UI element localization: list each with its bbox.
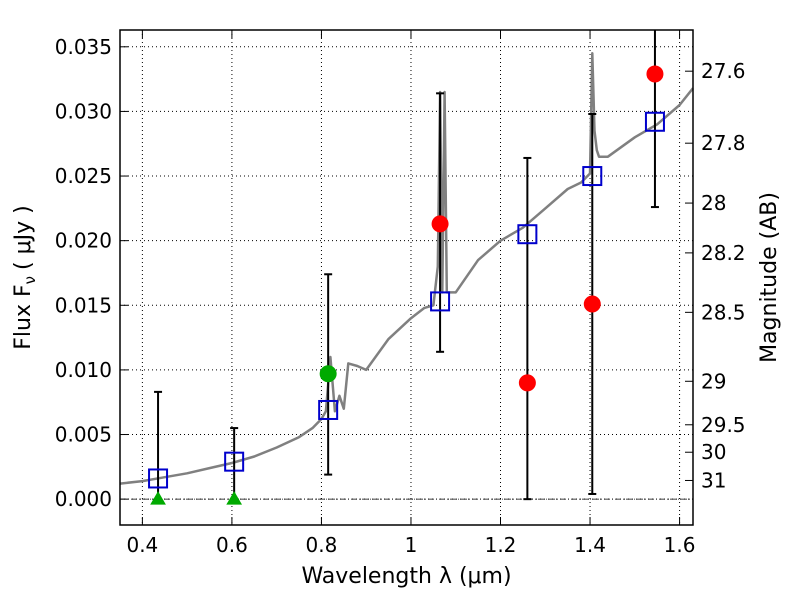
y-tick-label: 0.010: [55, 358, 112, 382]
triangle-marker: [150, 491, 166, 505]
y-axis-label-unit: ( μJy ): [11, 205, 36, 270]
x-tick-label: 0.4: [126, 533, 158, 557]
y-tick-label: 0.020: [55, 229, 112, 253]
y-tick-label: 0.000: [55, 487, 112, 511]
x-axis-label: Wavelength λ (μm): [301, 564, 511, 589]
model-spectrum-line: [119, 52, 694, 485]
square-marker: [430, 291, 451, 312]
y2-tick-label: 29: [701, 369, 726, 393]
y-tick-label: 0.030: [55, 99, 112, 123]
y-axis-label-sub: ν: [21, 276, 39, 284]
circle-marker: [319, 365, 337, 383]
x-tick-label: 1.2: [485, 533, 517, 557]
square-marker: [582, 166, 603, 187]
x-tick-label: 1.6: [664, 533, 696, 557]
circle-marker: [518, 374, 536, 392]
y-axis-label: Flux Fν ( μJy ): [11, 205, 39, 349]
model-spectrum: [119, 52, 694, 485]
square-marker: [224, 451, 245, 472]
x-tick-label: 0.6: [216, 533, 248, 557]
y-tick-label: 0.025: [55, 164, 112, 188]
y2-tick-label: 28.2: [701, 241, 746, 265]
x-tick-label: 1: [405, 533, 418, 557]
grid: [120, 30, 693, 525]
y2-tick-label: 28: [701, 191, 726, 215]
data-markers: [148, 65, 665, 505]
ticks: 0.4 0.6 0.8 1 1.2 1.4 1.6 0.000 0.005 0.010 0.015 0…: [55, 30, 746, 557]
y-tick-label: 0.005: [55, 423, 112, 447]
y-tick-label: 0.035: [55, 35, 112, 59]
square-marker: [644, 111, 665, 132]
y-axis-label-main: Flux F: [11, 284, 36, 349]
circle-marker: [431, 215, 449, 233]
square-marker: [517, 224, 538, 245]
triangle-marker: [226, 491, 243, 505]
y2-tick-label: 30: [701, 440, 726, 464]
square-marker: [318, 399, 339, 420]
y2-tick-label: 29.5: [701, 413, 746, 437]
x-tick-label: 1.4: [574, 533, 606, 557]
x-tick-label: 0.8: [306, 533, 338, 557]
y2-axis-label: Magnitude (AB): [757, 192, 782, 363]
y2-tick-label: 27.8: [701, 131, 746, 155]
y-tick-label: 0.015: [55, 293, 112, 317]
circle-marker: [583, 295, 601, 313]
square-marker: [148, 468, 169, 489]
circle-marker: [646, 65, 664, 83]
plot-frame: [119, 29, 694, 526]
y2-tick-label: 27.6: [701, 59, 746, 83]
y2-tick-label: 28.5: [701, 300, 746, 324]
y2-tick-label: 31: [701, 468, 726, 492]
error-bars: [154, 30, 659, 501]
